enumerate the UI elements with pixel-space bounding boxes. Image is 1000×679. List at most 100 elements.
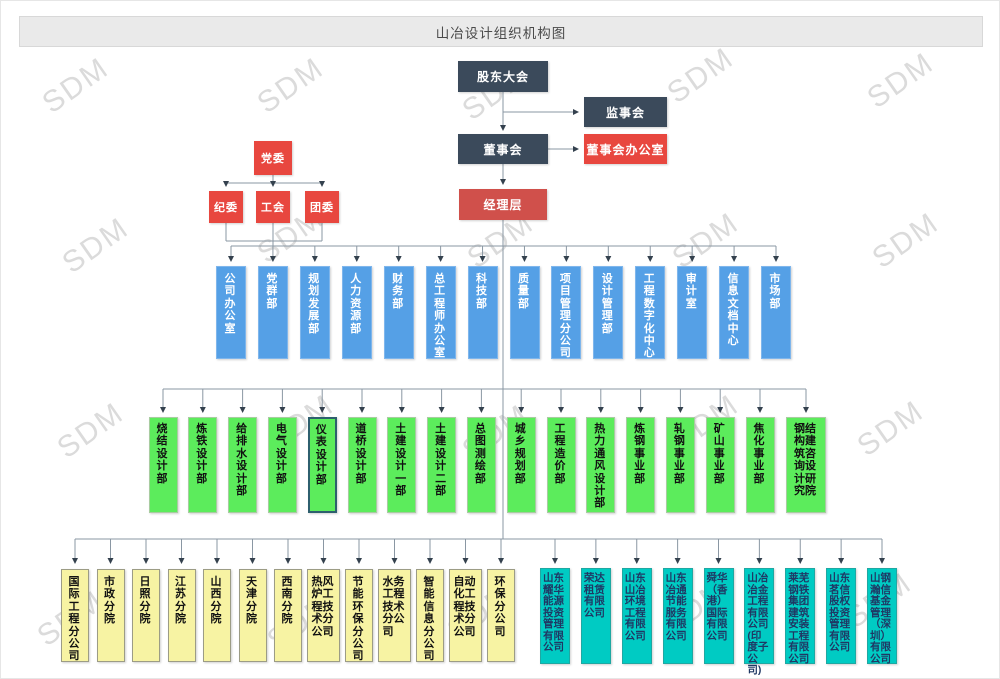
subsidiaries-node[interactable]: 山钢瀚信基金管理（深圳）有限公司 xyxy=(867,568,897,664)
design-departments-node[interactable]: 土建设计一部 xyxy=(387,417,417,513)
node-label: 日照分院 xyxy=(139,576,151,626)
design-departments-node[interactable]: 烧结设计部 xyxy=(148,417,178,513)
subsidiaries-node[interactable]: 山东耀华能源投资管理有限公司 xyxy=(540,568,570,664)
design-departments-node[interactable]: 给排水设计部 xyxy=(228,417,258,513)
node-label: 山东耀华能源投资管理有限公司 xyxy=(543,572,564,653)
node-label: 电气设计部 xyxy=(275,423,287,485)
branches-node[interactable]: 天津分院 xyxy=(238,569,267,662)
node-label: 总图测绘部 xyxy=(474,423,486,485)
subsidiaries-node[interactable]: 莱芜钢铁集团建筑安装工程有限公司 xyxy=(785,568,816,664)
node-label: 信息文档中心 xyxy=(727,273,739,348)
node-discipline-committee[interactable]: 纪委 xyxy=(209,191,243,223)
functional-departments-node[interactable]: 党群部 xyxy=(257,266,288,359)
node-label: 环保分公司 xyxy=(494,576,506,638)
node-label: 炼钢事业部 xyxy=(634,423,646,485)
node-supervisory-board[interactable]: 监事会 xyxy=(584,97,667,127)
functional-departments-node[interactable]: 人力资源部 xyxy=(341,266,372,359)
branches-node[interactable]: 日照分院 xyxy=(132,569,160,662)
functional-departments-node[interactable]: 信息文档中心 xyxy=(719,266,750,359)
node-label: 审计室 xyxy=(685,273,697,310)
node-label: 仪表设计部 xyxy=(315,424,327,486)
node-label: 炼铁设计部 xyxy=(196,423,208,485)
node-label: 江苏分院 xyxy=(175,576,186,626)
branches-node[interactable]: 西南分院 xyxy=(274,569,302,662)
node-shareholders-meeting[interactable]: 股东大会 xyxy=(458,61,548,92)
design-departments-node[interactable]: 焦化事业部 xyxy=(745,417,775,513)
functional-departments-node[interactable]: 市场部 xyxy=(761,266,791,359)
node-label: 智能信息分公司 xyxy=(423,576,435,663)
functional-departments-node[interactable]: 总工程师办公室 xyxy=(425,266,456,359)
design-departments-node[interactable]: 热力通风设计部 xyxy=(586,417,616,513)
design-departments-node[interactable]: 总图测绘部 xyxy=(466,417,496,513)
node-label: 山西分院 xyxy=(210,576,222,626)
subsidiaries-node[interactable]: 山冶冶金工程有限公司(印度子公司) xyxy=(744,568,775,676)
node-party-committee[interactable]: 党委 xyxy=(254,141,292,175)
functional-departments-node[interactable]: 设计管理部 xyxy=(593,266,624,359)
node-youth-league[interactable]: 团委 xyxy=(305,191,339,223)
functional-departments-node[interactable]: 公司办公室 xyxy=(216,266,246,359)
functional-departments-node[interactable]: 质量部 xyxy=(509,266,540,359)
node-label: 工程造价部 xyxy=(554,423,566,485)
branches-node[interactable]: 国际工程分公司 xyxy=(61,569,89,662)
design-departments-node[interactable]: 工程造价部 xyxy=(546,417,576,513)
branches-node[interactable]: 节能环保分公司 xyxy=(345,569,373,662)
node-label: 钢结构建筑咨询设计研究院 xyxy=(794,423,816,498)
node-board-office[interactable]: 董事会办公室 xyxy=(584,134,667,164)
node-label: 国际工程分公司 xyxy=(68,576,80,663)
node-labor-union[interactable]: 工会 xyxy=(256,191,290,223)
node-label: 给排水设计部 xyxy=(236,423,248,498)
node-label: 矿山事业部 xyxy=(713,423,725,485)
node-label: 党群部 xyxy=(266,273,278,310)
node-label: 土建设计二部 xyxy=(435,423,447,498)
branches-node[interactable]: 水务工程技术分公司 xyxy=(378,569,411,662)
node-label: 监事会 xyxy=(605,105,645,120)
branches-node[interactable]: 环保分公司 xyxy=(487,569,515,662)
design-departments-node[interactable]: 钢结构建筑咨询设计研究院 xyxy=(786,417,826,513)
node-label: 董事会 xyxy=(483,142,523,157)
design-departments-node[interactable]: 炼铁设计部 xyxy=(188,417,218,513)
design-departments-node[interactable]: 仪表设计部 xyxy=(307,417,337,513)
chart-title-bar: 山冶设计组织机构图 xyxy=(19,16,983,47)
branches-node[interactable]: 山西分院 xyxy=(203,569,231,662)
node-label: 烧结设计部 xyxy=(156,423,168,485)
node-label: 山东山冶环境工程有限公司 xyxy=(624,572,646,642)
functional-departments-node[interactable]: 项目管理分公司 xyxy=(551,266,582,360)
node-label: 项目管理分公司 xyxy=(559,273,571,360)
node-label: 城乡规划部 xyxy=(514,423,526,485)
functional-departments-node[interactable]: 工程数字化中心 xyxy=(635,266,666,359)
design-departments-node[interactable]: 轧钢事业部 xyxy=(665,417,695,513)
subsidiaries-node[interactable]: 山东茗信股权投资管理有限公司 xyxy=(826,568,857,664)
node-label: 西南分院 xyxy=(281,576,293,626)
node-label: 山东茗信股权投资管理有限公司 xyxy=(829,572,851,653)
page-title: 山冶设计组织机构图 xyxy=(435,25,567,41)
node-label: 纪委 xyxy=(214,202,238,214)
subsidiaries-node[interactable]: 山东山冶环境工程有限公司 xyxy=(621,568,652,664)
node-label: 团委 xyxy=(310,202,334,214)
design-departments-node[interactable]: 炼钢事业部 xyxy=(626,417,656,513)
subsidiaries-node[interactable]: 荣达租赁有限公司 xyxy=(580,568,611,664)
branches-node[interactable]: 热风炉工程技术分公司 xyxy=(307,569,340,662)
node-label: 市政分院 xyxy=(104,576,115,626)
functional-departments-node[interactable]: 规划发展部 xyxy=(299,266,330,359)
design-departments-node[interactable]: 城乡规划部 xyxy=(506,417,536,513)
branches-node[interactable]: 自动化工程技术分公司 xyxy=(449,569,482,662)
node-board-of-directors[interactable]: 董事会 xyxy=(458,134,548,164)
design-departments-node[interactable]: 道桥设计部 xyxy=(347,417,377,513)
design-departments-node[interactable]: 矿山事业部 xyxy=(705,417,735,513)
branches-node[interactable]: 市政分院 xyxy=(96,569,125,662)
design-departments-node[interactable]: 土建设计二部 xyxy=(427,417,457,513)
functional-departments-node[interactable]: 审计室 xyxy=(677,266,708,359)
branches-node[interactable]: 智能信息分公司 xyxy=(416,569,444,662)
node-label: 道桥设计部 xyxy=(355,423,367,485)
node-label: 党委 xyxy=(261,153,285,165)
functional-departments-node[interactable]: 科技部 xyxy=(467,266,498,359)
branches-node[interactable]: 江苏分院 xyxy=(167,569,196,662)
subsidiaries-node[interactable]: 山东冶通节能服务有限公司 xyxy=(662,568,693,664)
node-label: 轧钢事业部 xyxy=(673,423,685,485)
node-label: 山钢瀚信基金管理（深圳）有限公司 xyxy=(870,572,891,665)
functional-departments-node[interactable]: 财务部 xyxy=(383,266,414,359)
subsidiaries-node[interactable]: 舜华（香港）国际有限公司 xyxy=(703,568,734,664)
node-management-level[interactable]: 经理层 xyxy=(459,189,547,220)
design-departments-node[interactable]: 电气设计部 xyxy=(267,417,297,513)
